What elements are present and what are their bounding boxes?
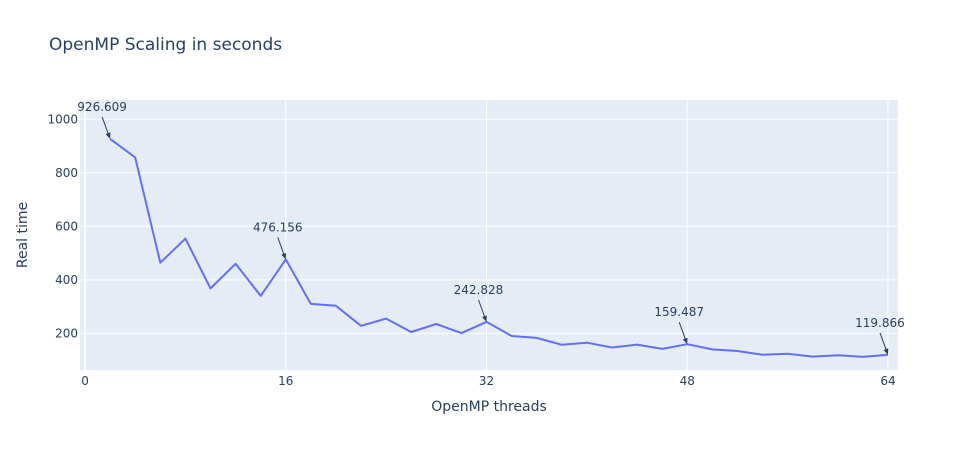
data-point <box>734 348 740 354</box>
data-point <box>634 342 640 348</box>
data-point <box>433 321 439 327</box>
series-layer <box>109 138 889 360</box>
annotation-arrowhead <box>482 315 487 322</box>
y-tick-label: 800 <box>55 166 78 180</box>
x-tick-label: 48 <box>680 374 695 388</box>
y-tick-label: 400 <box>55 273 78 287</box>
data-point <box>709 346 715 352</box>
tick-labels: 0 16 32 48 64 200 400 600 800 1000 <box>47 112 895 388</box>
x-tick-label: 0 <box>81 374 89 388</box>
data-point <box>132 155 138 161</box>
data-point <box>584 340 590 346</box>
data-point <box>760 352 766 358</box>
data-point <box>258 293 264 299</box>
y-axis-title: Real time <box>15 202 31 268</box>
annotation-label: 242.828 <box>454 283 504 297</box>
data-point <box>835 352 841 358</box>
data-point <box>207 285 213 291</box>
x-tick-label: 32 <box>479 374 494 388</box>
chart-title: OpenMP Scaling in seconds <box>49 35 282 55</box>
data-point <box>408 329 414 335</box>
data-point <box>509 333 515 339</box>
series-line <box>109 138 889 358</box>
data-point <box>609 345 615 351</box>
annotation-label: 119.866 <box>855 316 905 330</box>
y-tick-label: 600 <box>55 219 78 233</box>
data-point <box>358 323 364 329</box>
annotation-label: 476.156 <box>253 220 303 234</box>
annotation-label: 159.487 <box>654 305 704 319</box>
data-point <box>458 330 464 336</box>
annotation-label: 926.609 <box>77 100 127 114</box>
data-point <box>157 260 163 266</box>
x-axis-title: OpenMP threads <box>431 399 547 415</box>
x-tick-label: 16 <box>278 374 293 388</box>
data-point <box>233 261 239 267</box>
y-tick-label: 200 <box>55 326 78 340</box>
data-point <box>810 354 816 360</box>
data-point <box>308 301 314 307</box>
data-point <box>860 354 866 360</box>
annotation-arrowhead <box>883 348 889 355</box>
plot-area <box>80 100 898 370</box>
data-point <box>333 303 339 309</box>
data-point <box>534 335 540 341</box>
data-point <box>559 342 565 348</box>
data-point <box>383 316 389 322</box>
annotation-arrowhead <box>281 252 287 260</box>
data-point <box>785 351 791 357</box>
annotation-arrowhead <box>682 337 688 345</box>
data-point <box>182 236 188 242</box>
gridlines <box>80 100 898 370</box>
annotation-arrowhead <box>105 132 111 139</box>
annotations: 926.609 476.156 242.828 159.487 119.866 <box>77 100 905 355</box>
data-point <box>659 346 665 352</box>
y-tick-label: 1000 <box>47 112 78 126</box>
x-tick-label: 64 <box>880 374 895 388</box>
